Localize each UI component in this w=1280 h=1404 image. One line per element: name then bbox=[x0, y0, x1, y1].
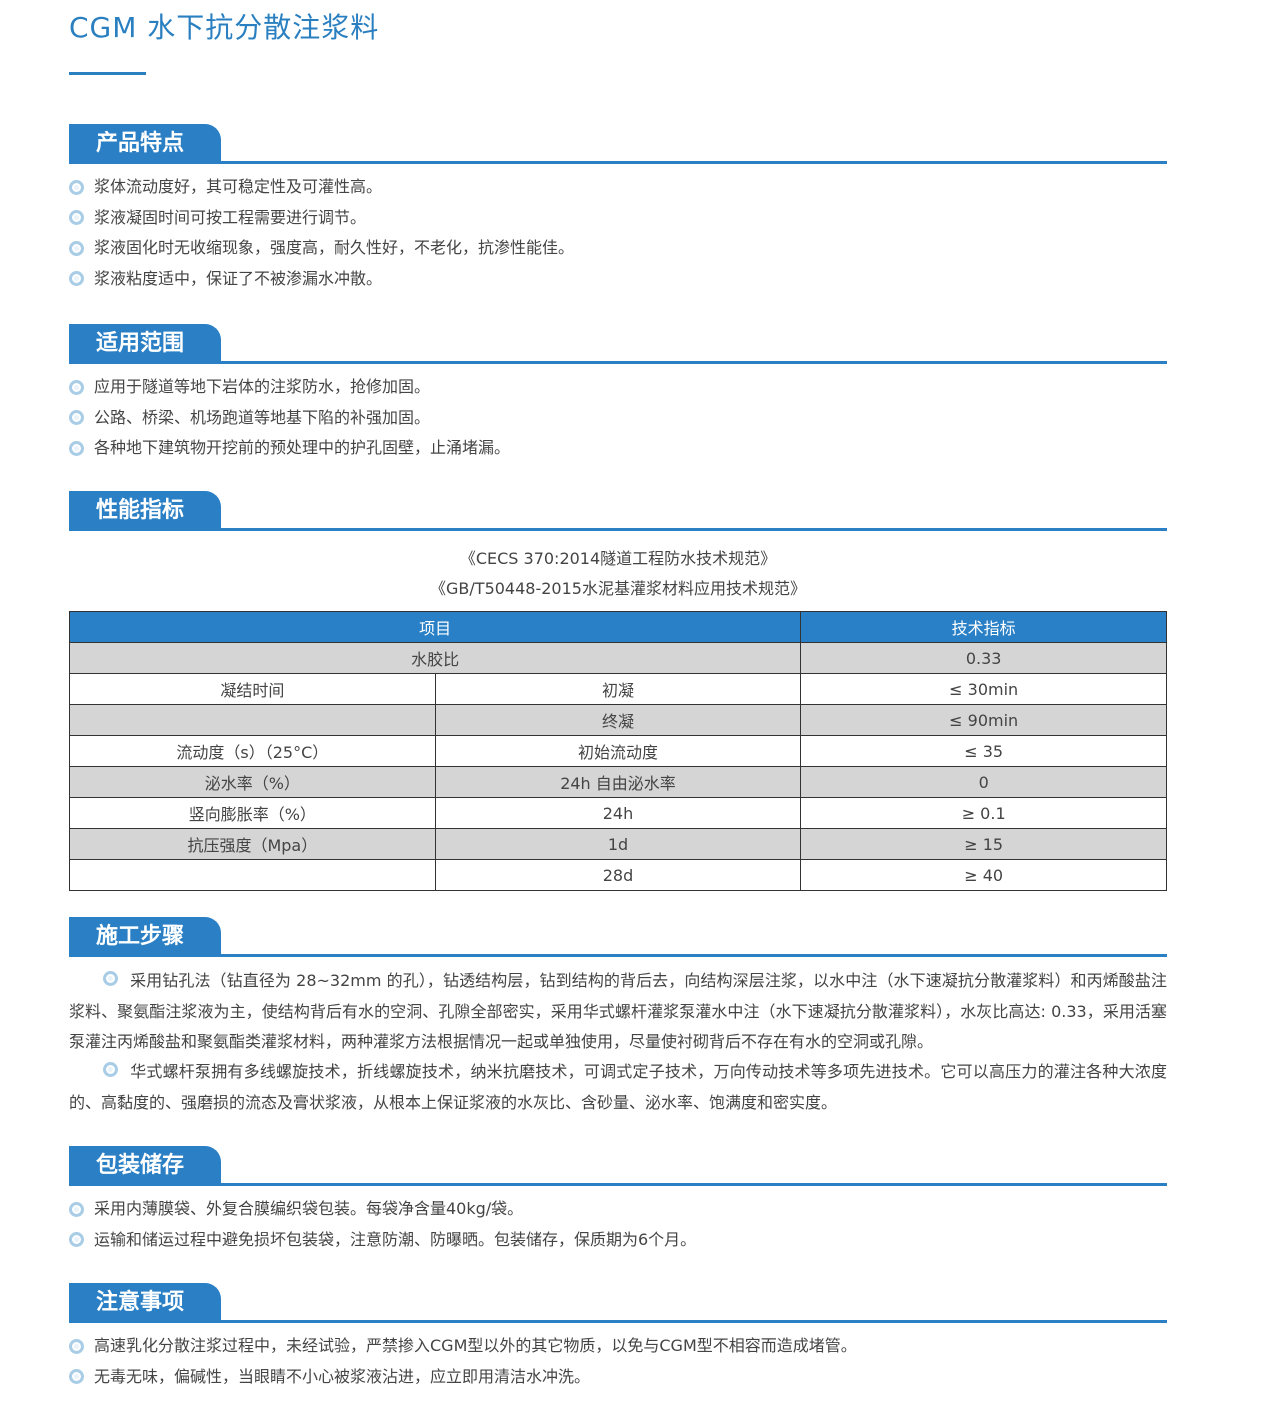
section-rule bbox=[69, 1183, 1167, 1186]
table-cell: 泌水率（%） bbox=[69, 766, 436, 798]
section-header-construction: 施工步骤 bbox=[69, 917, 1167, 957]
section-rule bbox=[69, 954, 1167, 957]
table-cell: 初凝 bbox=[434, 673, 802, 705]
table-cell: ≤ 35 bbox=[800, 735, 1167, 767]
section-rule bbox=[69, 361, 1167, 364]
table-cell: ≥ 0.1 bbox=[800, 797, 1167, 829]
list-item-text: 各种地下建筑物开挖前的预处理中的护孔固壁，止涌堵漏。 bbox=[94, 438, 511, 457]
double-circle-icon bbox=[69, 1369, 84, 1384]
section-header-features: 产品特点 bbox=[69, 124, 1167, 164]
list-item: 浆液粘度适中，保证了不被渗漏水冲散。 bbox=[69, 269, 382, 289]
construction-paragraph: 华式螺杆泵拥有多线螺旋技术，折线螺旋技术，纳米抗磨技术，可调式定子技术，万向传动… bbox=[69, 1057, 1167, 1118]
table-cell: 28d bbox=[434, 859, 802, 891]
table-cell: ≥ 40 bbox=[800, 859, 1167, 891]
list-item: 高速乳化分散注浆过程中，未经试验，严禁掺入CGM型以外的其它物质，以免与CGM型… bbox=[69, 1336, 857, 1356]
table-header-cell: 技术指标 bbox=[800, 611, 1167, 643]
table-row: 凝结时间 初凝 ≤ 30min bbox=[69, 673, 1167, 705]
section-title: 适用范围 bbox=[69, 324, 221, 362]
table-cell: 水胶比 bbox=[68, 642, 802, 674]
table-cell: 凝结时间 bbox=[69, 673, 436, 705]
list-item-text: 应用于隧道等地下岩体的注浆防水，抢修加固。 bbox=[94, 377, 431, 396]
paragraph-text: 华式螺杆泵拥有多线螺旋技术，折线螺旋技术，纳米抗磨技术，可调式定子技术，万向传动… bbox=[69, 1062, 1167, 1112]
table-cell: 抗压强度（Mpa） bbox=[69, 828, 436, 860]
table-cell: 1d bbox=[434, 828, 802, 860]
double-circle-icon bbox=[69, 1338, 84, 1354]
table-cell: ≤ 30min bbox=[800, 673, 1167, 705]
double-circle-icon bbox=[69, 379, 84, 395]
double-circle-icon bbox=[69, 271, 84, 286]
section-title: 产品特点 bbox=[69, 124, 221, 162]
section-header-packaging: 包装储存 bbox=[69, 1146, 1167, 1186]
double-circle-icon bbox=[69, 240, 84, 256]
table-row: 水胶比 0.33 bbox=[68, 642, 1167, 674]
list-item-text: 浆液固化时无收缩现象，强度高，耐久性好，不老化，抗渗性能佳。 bbox=[94, 238, 575, 257]
table-cell: ≥ 15 bbox=[800, 828, 1167, 860]
section-rule bbox=[69, 528, 1167, 531]
list-item: 浆体流动度好，其可稳定性及可灌性高。 bbox=[69, 177, 382, 197]
title-underline bbox=[69, 72, 146, 75]
double-circle-icon bbox=[69, 1201, 84, 1217]
double-circle-icon bbox=[69, 440, 84, 456]
list-item-text: 高速乳化分散注浆过程中，未经试验，严禁掺入CGM型以外的其它物质，以免与CGM型… bbox=[94, 1336, 857, 1355]
table-header-row: 项目 技术指标 bbox=[68, 611, 1167, 643]
table-cell: 0 bbox=[800, 766, 1167, 798]
performance-table: 项目 技术指标 水胶比 0.33 凝结时间 初凝 ≤ 30min 终凝 ≤ 90min 流动度（s… bbox=[68, 611, 1167, 891]
double-circle-icon bbox=[103, 971, 118, 986]
standard-reference: 《GB/T50448-2015水泥基灌浆材料应用技术规范》 bbox=[430, 579, 806, 598]
table-cell bbox=[69, 704, 436, 736]
list-item: 浆液固化时无收缩现象，强度高，耐久性好，不老化，抗渗性能佳。 bbox=[69, 238, 574, 258]
section-header-scope: 适用范围 bbox=[69, 324, 1167, 364]
list-item-text: 浆液粘度适中，保证了不被渗漏水冲散。 bbox=[94, 268, 383, 288]
table-cell: 竖向膨胀率（%） bbox=[69, 797, 436, 829]
table-row: 28d ≥ 40 bbox=[69, 859, 1167, 891]
list-item-text: 公路、桥梁、机场跑道等地基下陷的补强加固。 bbox=[94, 407, 431, 427]
list-item: 采用内薄膜袋、外复合膜编织袋包装。每袋净含量40kg/袋。 bbox=[69, 1199, 523, 1219]
table-header-cell: 项目 bbox=[68, 611, 802, 643]
double-circle-icon bbox=[69, 1232, 84, 1247]
list-item-text: 浆体流动度好，其可稳定性及可灌性高。 bbox=[94, 177, 383, 196]
table-cell: ≤ 90min bbox=[800, 704, 1167, 736]
list-item-text: 无毒无味，偏碱性，当眼睛不小心被浆液沾进，应立即用清洁水冲洗。 bbox=[94, 1366, 591, 1386]
section-rule bbox=[69, 161, 1167, 164]
table-row: 竖向膨胀率（%） 24h ≥ 0.1 bbox=[69, 797, 1167, 829]
section-title: 性能指标 bbox=[69, 491, 221, 529]
section-header-performance: 性能指标 bbox=[69, 491, 1167, 531]
table-cell: 初始流动度 bbox=[434, 735, 802, 767]
section-header-notes: 注意事项 bbox=[69, 1283, 1167, 1323]
list-item-text: 浆液凝固时间可按工程需要进行调节。 bbox=[94, 207, 367, 227]
table-cell: 终凝 bbox=[434, 704, 802, 736]
double-circle-icon bbox=[103, 1062, 118, 1077]
section-title: 注意事项 bbox=[69, 1283, 221, 1321]
list-item: 无毒无味，偏碱性，当眼睛不小心被浆液沾进，应立即用清洁水冲洗。 bbox=[69, 1367, 590, 1387]
table-cell: 流动度（s）（25°C） bbox=[69, 735, 436, 767]
list-item: 应用于隧道等地下岩体的注浆防水，抢修加固。 bbox=[69, 377, 430, 397]
list-item-text: 采用内薄膜袋、外复合膜编织袋包装。每袋净含量40kg/袋。 bbox=[94, 1199, 524, 1218]
table-cell: 0.33 bbox=[800, 642, 1167, 674]
list-item-text: 运输和储运过程中避免损坏包装袋，注意防潮、防曝晒。包装储存，保质期为6个月。 bbox=[94, 1229, 697, 1249]
double-circle-icon bbox=[69, 410, 84, 425]
standard-reference: 《CECS 370:2014隧道工程防水技术规范》 bbox=[459, 549, 777, 568]
table-cell bbox=[69, 859, 436, 891]
page-title: CGM 水下抗分散注浆料 bbox=[69, 11, 380, 44]
list-item: 浆液凝固时间可按工程需要进行调节。 bbox=[69, 208, 366, 228]
section-title: 施工步骤 bbox=[69, 917, 221, 955]
table-row: 终凝 ≤ 90min bbox=[69, 704, 1167, 736]
table-row: 流动度（s）（25°C） 初始流动度 ≤ 35 bbox=[69, 735, 1167, 767]
paragraph-text: 采用钻孔法（钻直径为 28~32mm 的孔），钻透结构层，钻到结构的背后去，向结… bbox=[69, 971, 1167, 1051]
construction-paragraph: 采用钻孔法（钻直径为 28~32mm 的孔），钻透结构层，钻到结构的背后去，向结… bbox=[69, 966, 1167, 1058]
section-title: 包装储存 bbox=[69, 1146, 221, 1184]
section-rule bbox=[69, 1320, 1167, 1323]
table-cell: 24h 自由泌水率 bbox=[434, 766, 802, 798]
list-item: 运输和储运过程中避免损坏包装袋，注意防潮、防曝晒。包装储存，保质期为6个月。 bbox=[69, 1230, 696, 1250]
table-row: 泌水率（%） 24h 自由泌水率 0 bbox=[69, 766, 1167, 798]
list-item: 公路、桥梁、机场跑道等地基下陷的补强加固。 bbox=[69, 408, 430, 428]
table-cell: 24h bbox=[434, 797, 802, 829]
table-row: 抗压强度（Mpa） 1d ≥ 15 bbox=[69, 828, 1167, 860]
double-circle-icon bbox=[69, 179, 84, 195]
double-circle-icon bbox=[69, 210, 84, 225]
list-item: 各种地下建筑物开挖前的预处理中的护孔固壁，止涌堵漏。 bbox=[69, 438, 510, 458]
